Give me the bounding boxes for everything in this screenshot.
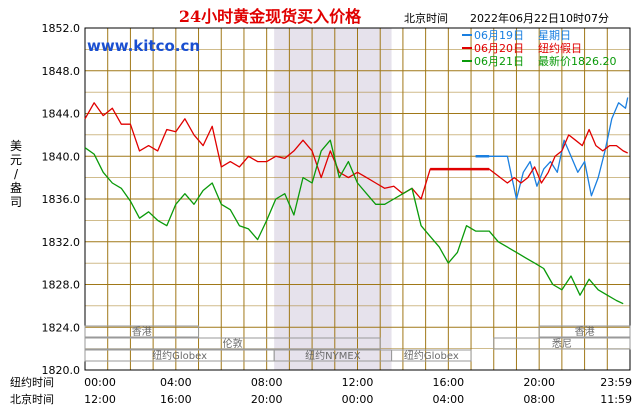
- y-axis-label-char: 司: [10, 195, 22, 209]
- y-tick-label: 1840.0: [42, 150, 81, 163]
- market-session-ny-globex: [391, 349, 472, 362]
- legend-date: 06月20日: [474, 42, 524, 55]
- y-tick-label: 1832.0: [42, 236, 81, 249]
- series-line-2: [84, 102, 628, 200]
- legend-date: 06月19日: [474, 29, 524, 42]
- x-tick-label-bj: 00:00: [342, 393, 374, 406]
- y-axis-label-char: /: [14, 167, 19, 181]
- market-session-london: [84, 337, 381, 350]
- x-tick-label-ny: 20:00: [523, 376, 555, 389]
- legend-label: 最新价1826.20: [538, 54, 617, 68]
- market-session-sydney: [493, 337, 631, 350]
- x-tick-label-bj: 11:59: [600, 393, 632, 406]
- axis-labels: 1820.0 1824.0 1828.0 1832.0 1836.0 1840.0 1844…: [10, 22, 632, 406]
- x-tick-label-ny: 00:00: [84, 376, 116, 389]
- market-label-ny-globex: 纽约Globex: [152, 349, 207, 362]
- market-label-ny-nymex: 纽约NYMEX: [305, 349, 361, 362]
- x-tick-label-bj: 08:00: [523, 393, 555, 406]
- x-tick-label-ny: 16:00: [432, 376, 464, 389]
- chart-title: 24小时黄金现货买入价格: [179, 7, 362, 26]
- x-tick-label-ny: 23:59: [600, 376, 632, 389]
- y-tick-label: 1836.0: [42, 193, 81, 206]
- y-axis-label-char: 元: [10, 153, 22, 167]
- x-tick-label-bj: 12:00: [84, 393, 116, 406]
- timestamp: 2022年06月22日10时07分: [470, 11, 609, 25]
- legend-label: 纽约假日: [538, 41, 582, 55]
- x-tick-label-bj: 04:00: [432, 393, 464, 406]
- x-tick-label-ny: 12:00: [342, 376, 374, 389]
- plot-border: [84, 27, 631, 371]
- legend-date: 06月21日: [474, 55, 524, 68]
- bj-time-row-label: 北京时间: [10, 392, 54, 406]
- market-label-london: 伦敦: [223, 337, 243, 350]
- y-axis-label-char: 盎: [10, 181, 22, 195]
- y-tick-label: 1848.0: [42, 65, 81, 78]
- y-tick-label: 1844.0: [42, 108, 81, 121]
- series-lines: [84, 97, 629, 305]
- market-label-hongkong: 香港: [132, 326, 152, 338]
- x-tick-label-bj: 16:00: [160, 393, 192, 406]
- x-tick-label-ny: 08:00: [251, 376, 283, 389]
- market-label-hongkong: 香港: [575, 326, 595, 338]
- grid: [84, 27, 631, 371]
- market-label-ny-globex: 纽约Globex: [404, 349, 459, 362]
- y-tick-label: 1852.0: [42, 22, 81, 35]
- market-label-sydney: 悉尼: [552, 338, 572, 350]
- ny-time-row-label: 纽约时间: [10, 375, 54, 389]
- website-logo[interactable]: www.kitco.cn: [87, 37, 200, 55]
- series-line-3: [84, 139, 624, 305]
- series-line-1: [489, 97, 629, 200]
- y-tick-label: 1820.0: [42, 364, 81, 377]
- market-session-hongkong: [84, 325, 200, 338]
- market-session-hongkong: [538, 325, 631, 338]
- x-tick-label-ny: 04:00: [160, 376, 192, 389]
- y-tick-label: 1824.0: [42, 321, 81, 334]
- legend: 06月19日 星期日 06月20日 纽约假日 06月21日 最新价1826.20: [462, 29, 617, 68]
- legend-label: 星期日: [538, 29, 571, 42]
- x-tick-label-bj: 20:00: [251, 393, 283, 406]
- y-axis-label-char: 美: [10, 139, 22, 153]
- y-tick-label: 1828.0: [42, 279, 81, 292]
- timezone-label: 北京时间: [404, 11, 448, 25]
